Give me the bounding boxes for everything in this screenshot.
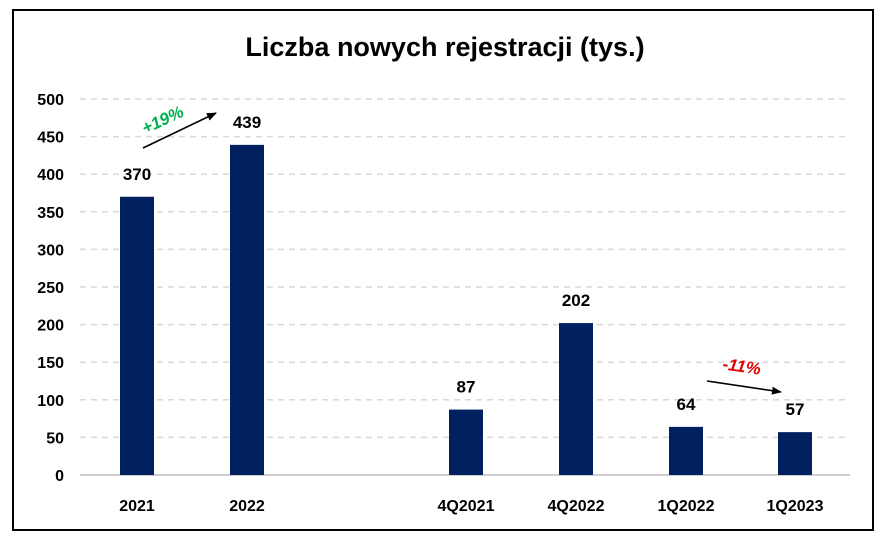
chart-frame bbox=[12, 9, 874, 531]
y-tick-label: 500 bbox=[37, 92, 64, 109]
x-tick-label: 1Q2022 bbox=[658, 498, 715, 515]
y-axis: 0 50 100 150 200 250 300 350 400 450 500 bbox=[37, 92, 64, 485]
decline-annotation: -11% bbox=[721, 354, 762, 378]
chart-title: Liczba nowych rejestracji (tys.) bbox=[245, 32, 645, 62]
data-label: 57 bbox=[786, 400, 805, 419]
y-tick-label: 100 bbox=[37, 393, 64, 410]
x-tick-label: 1Q2023 bbox=[767, 498, 824, 515]
y-tick-label: 150 bbox=[37, 355, 64, 372]
y-tick-label: 0 bbox=[55, 468, 64, 485]
data-labels: 370 439 87 202 64 57 bbox=[123, 113, 805, 419]
data-label: 64 bbox=[677, 395, 696, 414]
y-tick-label: 250 bbox=[37, 280, 64, 297]
bar bbox=[449, 409, 483, 475]
y-tick-label: 300 bbox=[37, 242, 64, 259]
x-tick-label: 2022 bbox=[229, 498, 265, 515]
bar bbox=[120, 196, 154, 475]
x-axis: 2021 2022 4Q2021 4Q2022 1Q2022 1Q2023 bbox=[119, 498, 823, 515]
data-label: 370 bbox=[123, 165, 151, 184]
data-label: 439 bbox=[233, 113, 261, 132]
y-tick-label: 450 bbox=[37, 130, 64, 147]
growth-arrow bbox=[142, 112, 217, 149]
y-tick-label: 50 bbox=[46, 430, 64, 447]
bars bbox=[120, 144, 812, 475]
data-label: 87 bbox=[457, 378, 476, 397]
y-tick-label: 400 bbox=[37, 167, 64, 184]
gridlines bbox=[80, 98, 850, 476]
x-tick-label: 2021 bbox=[119, 498, 155, 515]
bar bbox=[230, 144, 264, 475]
y-tick-label: 350 bbox=[37, 205, 64, 222]
bar bbox=[778, 432, 812, 475]
x-tick-label: 4Q2022 bbox=[548, 498, 605, 515]
x-tick-label: 4Q2021 bbox=[438, 498, 495, 515]
bar bbox=[559, 323, 593, 475]
growth-annotation: +19% bbox=[139, 102, 187, 138]
y-tick-label: 200 bbox=[37, 318, 64, 335]
bar bbox=[669, 426, 703, 475]
decline-arrow bbox=[706, 380, 782, 395]
data-label: 202 bbox=[562, 291, 590, 310]
